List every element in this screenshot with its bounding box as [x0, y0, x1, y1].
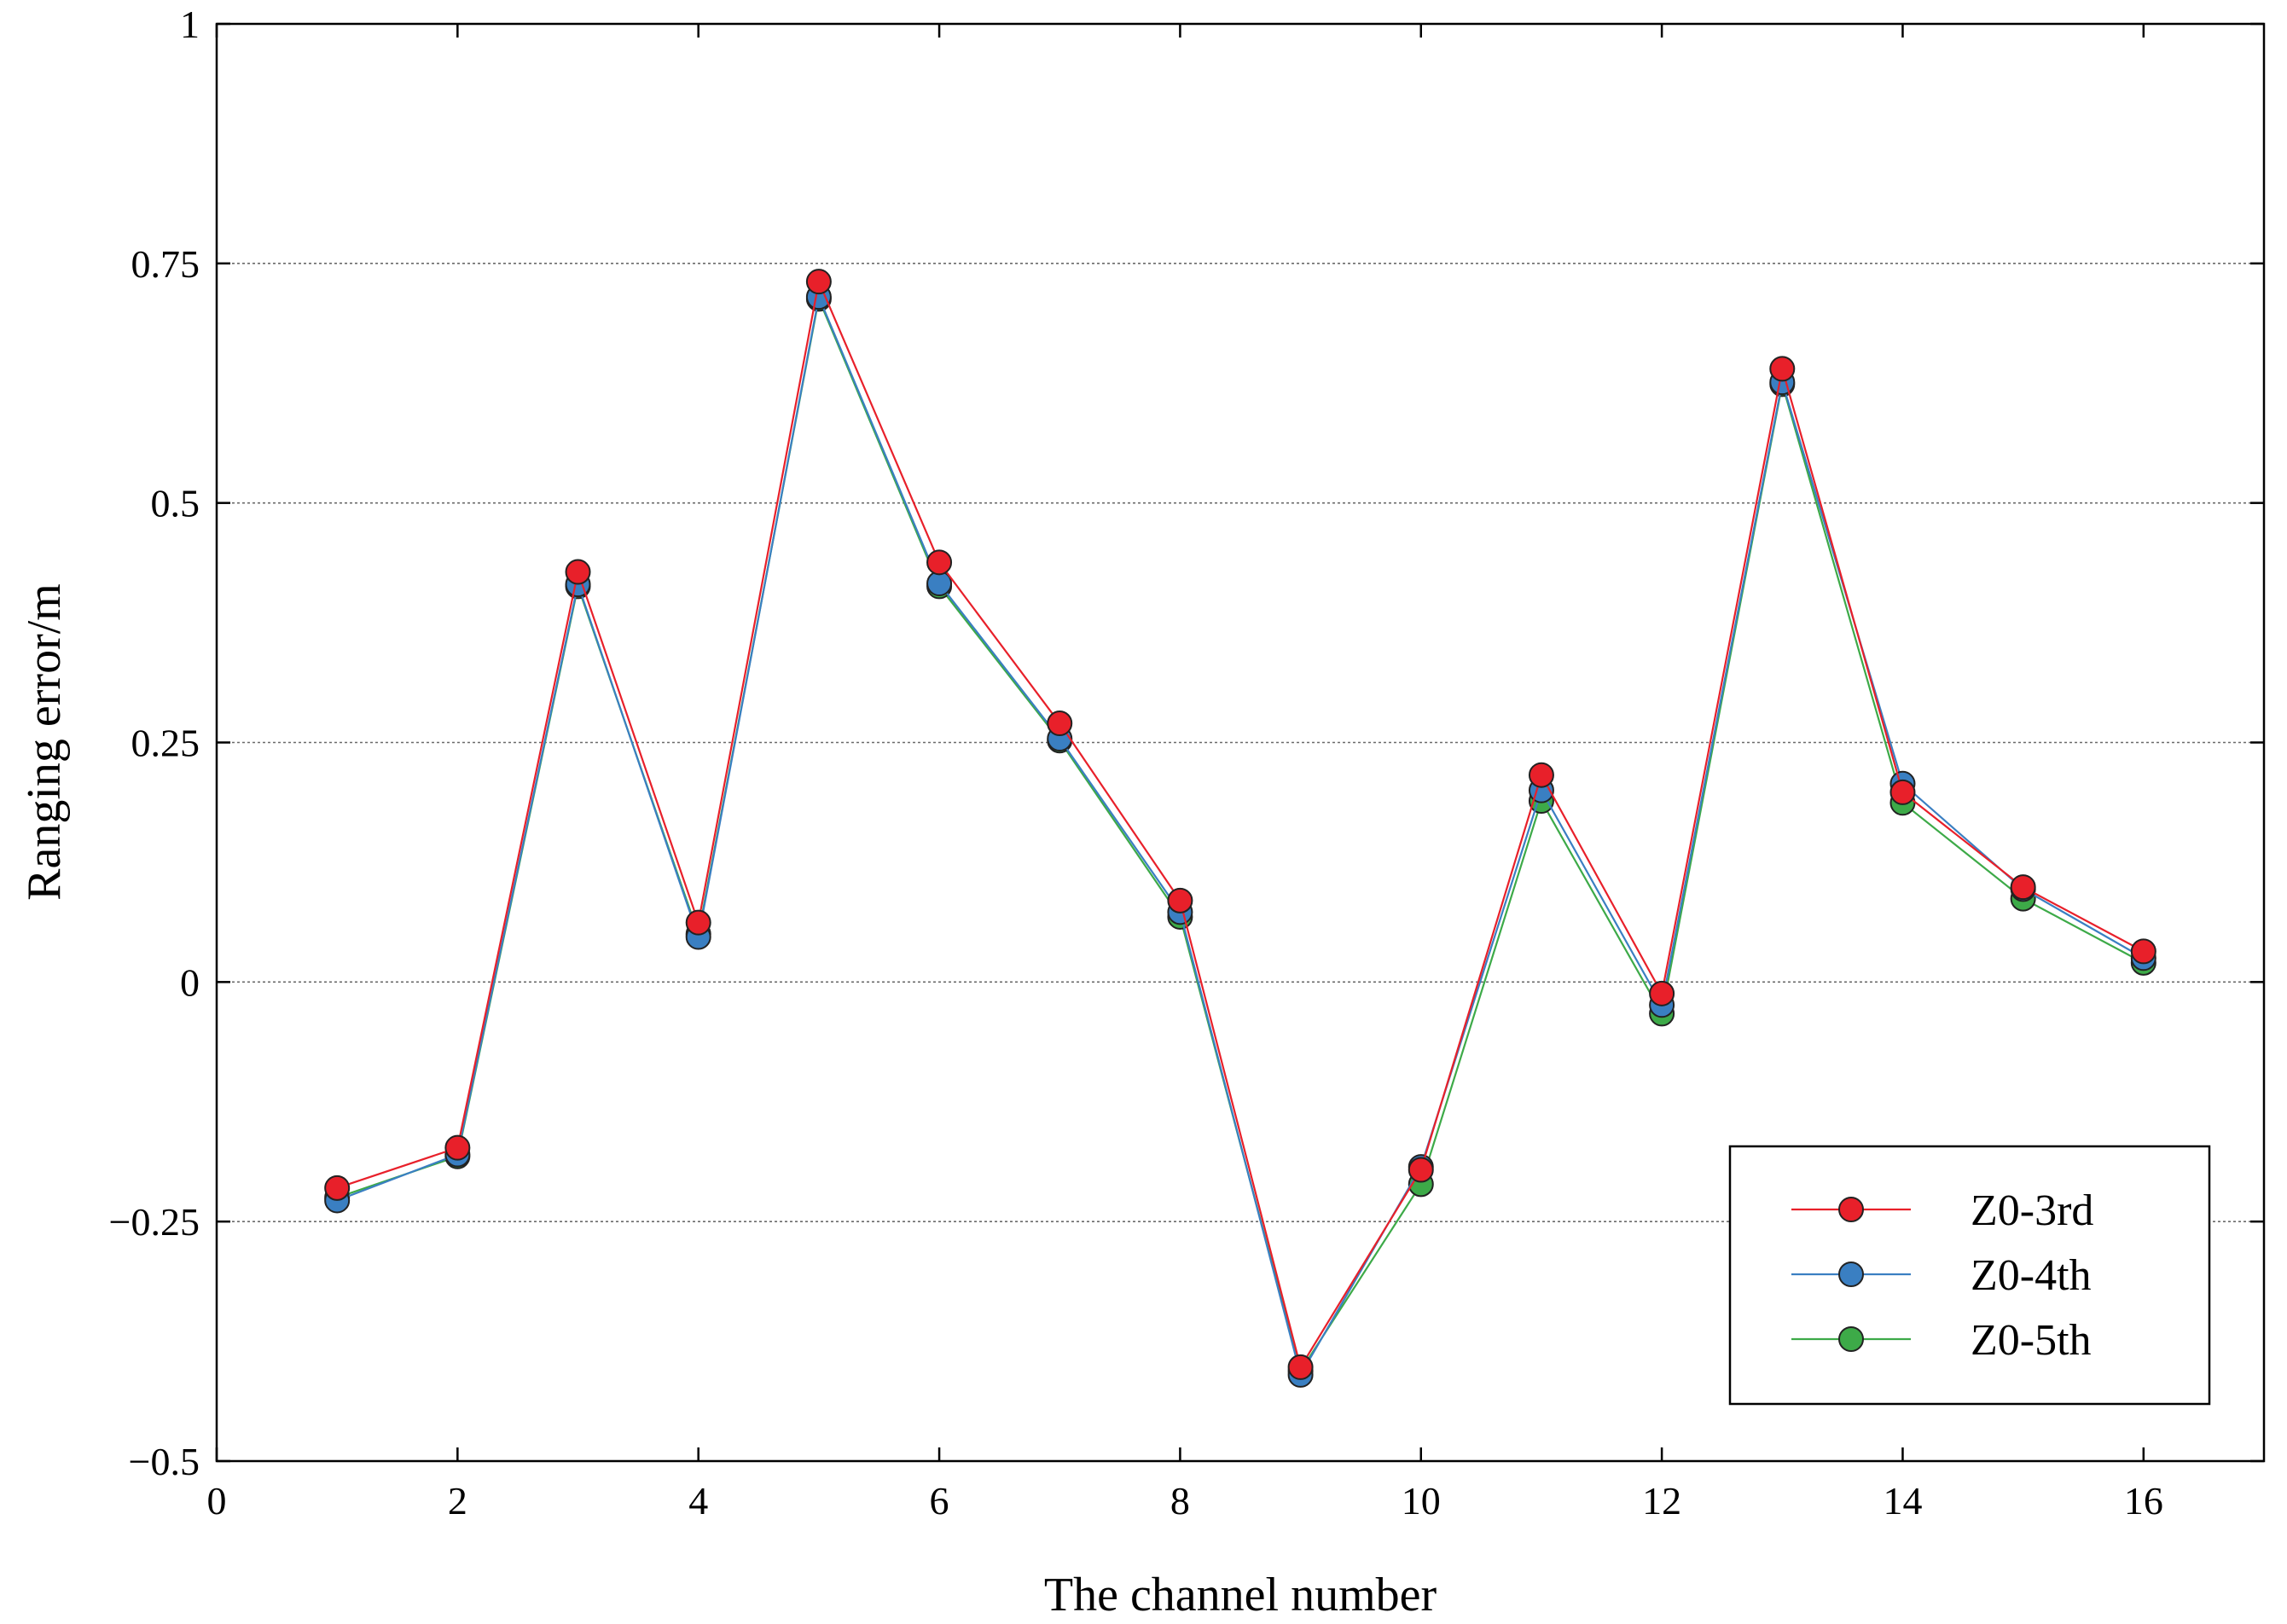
series-line [336, 278, 2145, 1370]
x-tick-label: 6 [930, 1479, 949, 1522]
series-group [324, 269, 2156, 1388]
legend-entry: Z0-4th [1791, 1251, 2092, 1300]
x-tick-label: 2 [448, 1479, 467, 1522]
data-point [1287, 1354, 1314, 1380]
y-tick-label: 0 [180, 960, 200, 1004]
series-Z0-3rd [324, 269, 2156, 1380]
legend-entry: Z0-5th [1791, 1316, 2092, 1365]
data-point [685, 909, 711, 936]
data-point [805, 269, 832, 295]
y-tick-label: −0.5 [129, 1440, 200, 1483]
x-tick-label: 16 [2124, 1479, 2163, 1522]
data-point [1769, 356, 1796, 382]
legend-marker [1838, 1326, 1864, 1352]
data-point [324, 1174, 351, 1201]
legend-label: Z0-4th [1971, 1251, 2092, 1300]
x-tick-label: 12 [1642, 1479, 1681, 1522]
data-point [1528, 762, 1554, 788]
data-point [1649, 980, 1675, 1006]
data-point [1889, 779, 1916, 805]
y-tick-label: 0.25 [131, 722, 200, 765]
data-point [565, 559, 591, 585]
legend-label: Z0-5th [1971, 1316, 2092, 1365]
legend-marker [1838, 1262, 1864, 1287]
y-axis-title: Ranging error/m [18, 583, 71, 901]
y-tick-label: 0.5 [151, 482, 200, 525]
grid-lines [217, 263, 2264, 1222]
data-point [444, 1134, 471, 1161]
legend-label: Z0-3rd [1971, 1186, 2093, 1235]
legend-marker [1838, 1197, 1864, 1222]
legend: Z0-3rd Z0-4th Z0-5th [1728, 1145, 2211, 1406]
y-tick-label: −0.25 [109, 1200, 200, 1244]
data-point [2010, 874, 2036, 901]
data-point [1047, 710, 1073, 737]
data-point [1408, 1157, 1434, 1183]
x-axis-title: The channel number [1044, 1569, 1437, 1621]
x-tick-label: 10 [1402, 1479, 1441, 1522]
x-tick-label: 14 [1883, 1479, 1922, 1522]
x-tick-label: 8 [1170, 1479, 1190, 1522]
x-tick-label: 0 [207, 1479, 227, 1522]
x-tick-label: 4 [688, 1479, 708, 1522]
legend-box [1728, 1145, 2211, 1406]
data-point [2130, 938, 2156, 965]
data-point [1167, 887, 1193, 914]
data-point [926, 549, 953, 576]
y-tick-label: 1 [180, 3, 200, 46]
y-tick-label: 0.75 [131, 242, 200, 286]
legend-entry: Z0-3rd [1791, 1186, 2093, 1235]
